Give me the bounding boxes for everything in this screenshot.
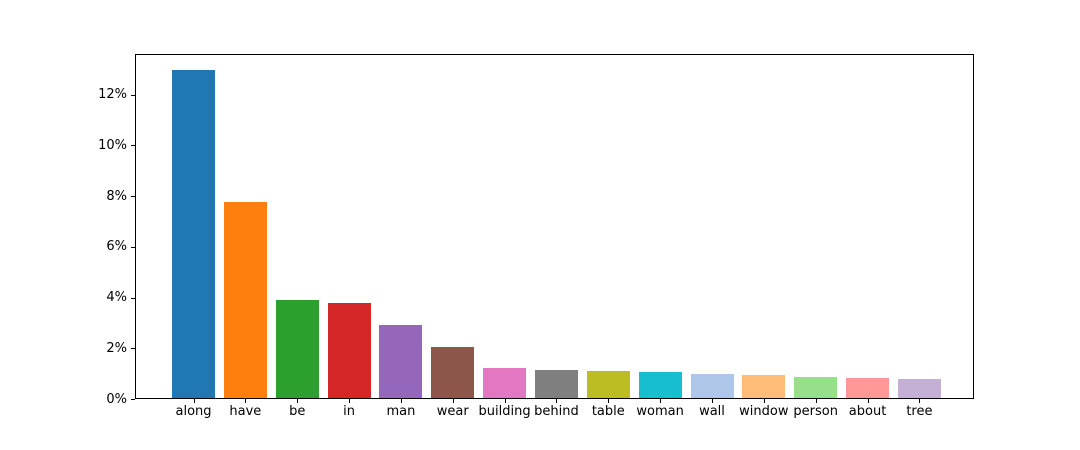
x-tick-label-along: along bbox=[175, 404, 212, 419]
y-tick-mark-2% bbox=[131, 348, 135, 350]
x-tick-mark-table bbox=[608, 399, 610, 403]
bar-have bbox=[223, 202, 267, 398]
x-tick-label-person: person bbox=[793, 404, 838, 419]
x-tick-label-table: table bbox=[591, 404, 625, 419]
x-tick-label-behind: behind bbox=[534, 404, 579, 419]
x-tick-label-building: building bbox=[478, 404, 531, 419]
bar-man bbox=[379, 325, 423, 398]
x-tick-mark-wall bbox=[712, 399, 713, 403]
y-tick-mark-6% bbox=[131, 246, 135, 248]
x-tick-label-window: window bbox=[739, 404, 789, 419]
x-tick-mark-woman bbox=[660, 399, 662, 403]
bar-table bbox=[586, 370, 630, 398]
bar-wall bbox=[690, 373, 734, 398]
x-tick-mark-window bbox=[763, 399, 765, 403]
y-tick-label-10%: 10% bbox=[98, 137, 127, 153]
y-tick-label-0%: 0% bbox=[106, 391, 127, 407]
x-tick-mark-tree bbox=[919, 399, 921, 403]
x-tick-mark-person bbox=[815, 399, 817, 403]
y-tick-label-4%: 4% bbox=[106, 290, 127, 305]
bar-tree bbox=[897, 378, 941, 398]
bar-window bbox=[742, 375, 786, 398]
x-tick-label-wear: wear bbox=[436, 404, 469, 419]
bar-building bbox=[483, 367, 527, 398]
x-tick-label-have: have bbox=[229, 404, 262, 419]
bar-about bbox=[846, 377, 890, 398]
bar-behind bbox=[534, 369, 578, 398]
y-tick-mark-10% bbox=[131, 145, 135, 147]
x-tick-mark-building bbox=[504, 399, 506, 403]
x-tick-label-be: be bbox=[289, 404, 306, 419]
x-tick-mark-about bbox=[867, 399, 869, 403]
bar-be bbox=[275, 300, 319, 398]
y-tick-label-12%: 12% bbox=[98, 87, 127, 103]
y-tick-mark-8% bbox=[131, 196, 135, 198]
bar-along bbox=[172, 70, 215, 398]
y-tick-mark-4% bbox=[131, 297, 135, 299]
y-tick-mark-12% bbox=[131, 94, 135, 96]
x-tick-label-man: man bbox=[386, 404, 416, 419]
bar-person bbox=[794, 376, 838, 398]
bar-woman bbox=[638, 372, 682, 398]
x-tick-label-in: in bbox=[343, 404, 355, 419]
y-tick-label-2%: 2% bbox=[106, 340, 127, 356]
x-tick-mark-be bbox=[297, 399, 299, 403]
x-tick-mark-man bbox=[400, 399, 402, 403]
x-tick-label-about: about bbox=[848, 404, 887, 419]
plot-area bbox=[135, 54, 974, 399]
x-tick-mark-along bbox=[193, 399, 195, 403]
bar-in bbox=[327, 303, 371, 398]
x-tick-mark-in bbox=[349, 399, 351, 403]
x-tick-mark-behind bbox=[556, 399, 558, 403]
y-tick-label-6%: 6% bbox=[106, 239, 127, 255]
x-tick-mark-wear bbox=[452, 399, 454, 403]
x-tick-label-woman: woman bbox=[636, 404, 684, 419]
x-tick-label-wall: wall bbox=[699, 404, 725, 419]
y-tick-label-8%: 8% bbox=[106, 188, 127, 204]
x-tick-label-tree: tree bbox=[906, 404, 933, 419]
y-tick-mark-0% bbox=[131, 399, 135, 400]
x-tick-mark-have bbox=[245, 399, 247, 403]
bar-wear bbox=[431, 346, 475, 398]
